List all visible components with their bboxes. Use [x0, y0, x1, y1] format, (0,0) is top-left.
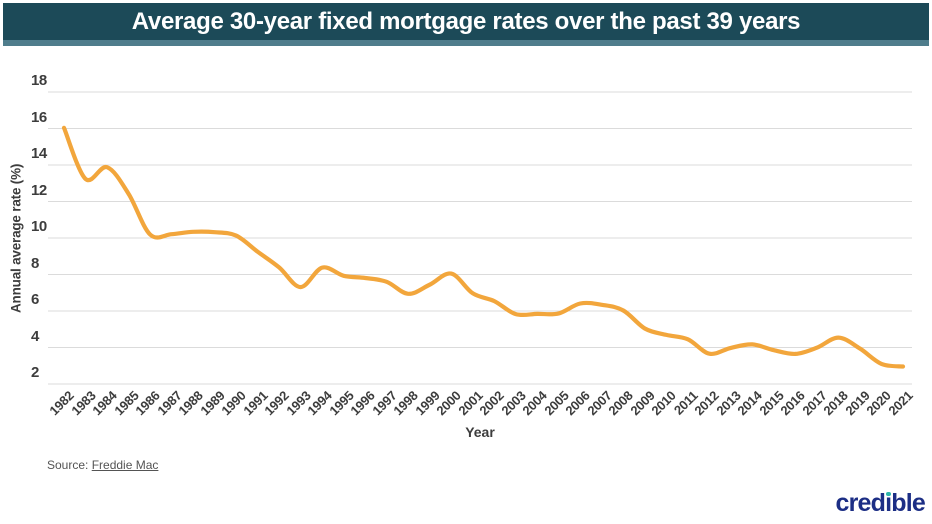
y-tick-label: 2 [31, 364, 39, 381]
y-tick-label: 16 [31, 108, 47, 126]
source-prefix: Source: [47, 458, 92, 472]
source-note: Source: Freddie Mac [47, 458, 158, 472]
credible-logo: credı ble [835, 489, 926, 517]
y-tick-label: 14 [31, 145, 47, 162]
y-tick-label: 4 [31, 327, 39, 345]
x-axis-title: Year [465, 424, 495, 440]
mortgage-rate-line [61, 125, 906, 369]
y-tick-label: 6 [31, 291, 39, 308]
y-tick-label: 10 [31, 218, 47, 235]
y-tick-label: 18 [31, 72, 47, 89]
y-axis-title: Annual average rate (%) [8, 163, 24, 313]
logo-i-dot-icon [886, 491, 891, 497]
chart-title: Average 30-year fixed mortgage rates ove… [131, 7, 801, 35]
source-link[interactable]: Freddie Mac [91, 458, 159, 472]
y-tick-label: 8 [31, 254, 39, 272]
logo-letter-i: ı [885, 489, 892, 517]
y-tick-label: 12 [31, 181, 47, 199]
chart-header: Average 30-year fixed mortgage rates ove… [3, 3, 929, 46]
